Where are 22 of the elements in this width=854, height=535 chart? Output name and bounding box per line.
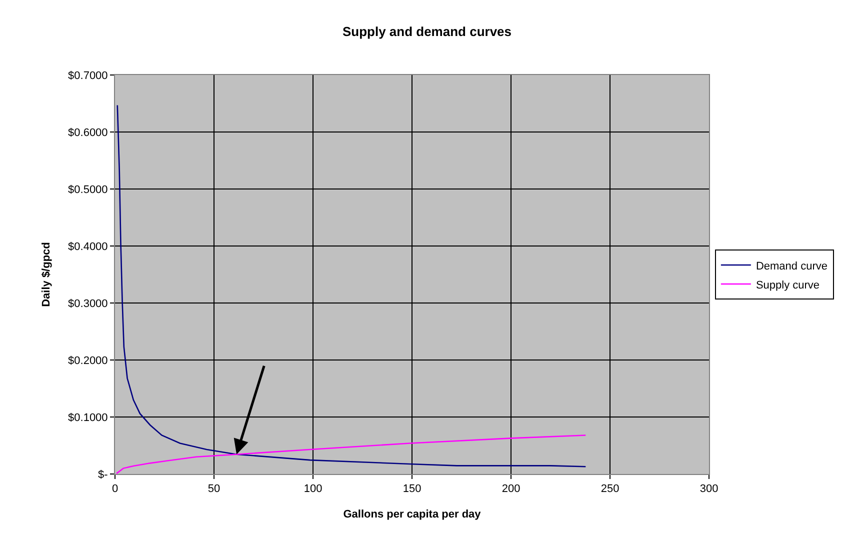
x-tick-label: 100 xyxy=(304,483,322,496)
x-tick-label: 250 xyxy=(600,483,620,496)
line-series xyxy=(116,434,586,474)
y-tick-label: $0.5000 xyxy=(68,184,108,196)
y-axis-title: Daily $/gpcd xyxy=(40,242,53,307)
legend-label: Demand curve xyxy=(756,260,828,272)
y-tick-label: $0.1000 xyxy=(68,412,108,424)
x-tick-label: 300 xyxy=(700,483,718,496)
y-tick-label: $- xyxy=(98,468,108,481)
chart-title: Supply and demand curves xyxy=(342,24,512,39)
y-tick-label: $0.3000 xyxy=(68,298,108,310)
y-tick-label: $0.2000 xyxy=(68,354,108,367)
x-axis-title: Gallons per capita per day xyxy=(343,508,482,520)
y-tick-label: $0.4000 xyxy=(68,240,108,253)
x-tick-label: 0 xyxy=(112,483,118,496)
x-tick-label: 150 xyxy=(402,483,422,496)
x-tick-label: 50 xyxy=(208,483,220,496)
y-tick-label: $0.7000 xyxy=(68,70,108,82)
line-series xyxy=(116,104,586,468)
legend-label: Supply curve xyxy=(756,279,820,292)
x-tick-label: 200 xyxy=(502,483,520,496)
y-tick-label: $0.6000 xyxy=(68,126,108,139)
